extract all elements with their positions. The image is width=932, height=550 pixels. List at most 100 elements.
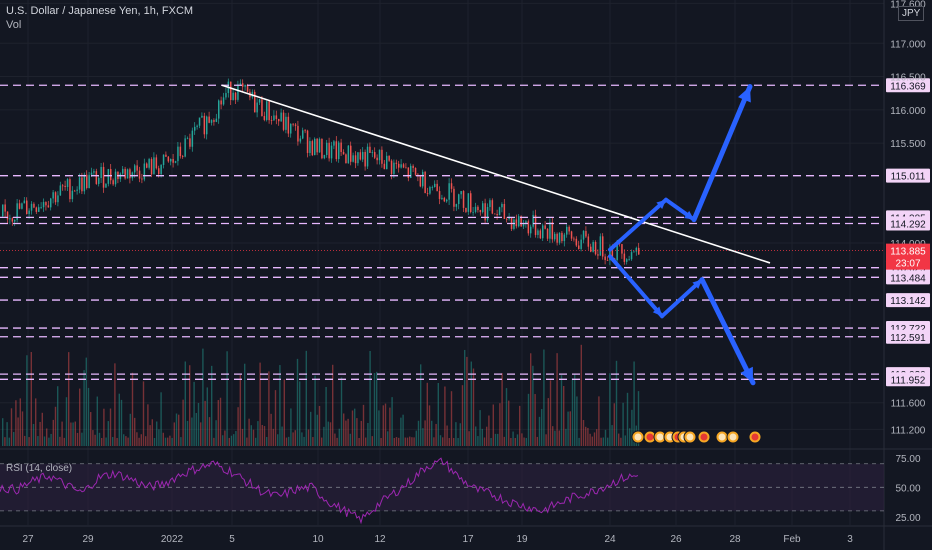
volume-bar [431, 420, 433, 446]
volume-bar [129, 413, 131, 446]
volume-bar [358, 438, 360, 446]
volume-bar [327, 421, 329, 446]
volume-bar [629, 428, 631, 446]
volume-bar [585, 426, 587, 446]
candle-body [258, 99, 261, 103]
event-icon-core [656, 433, 664, 441]
candle-body [506, 218, 508, 220]
volume-bar [587, 427, 589, 446]
symbol-title: U.S. Dollar / Japanese Yen, 1h, FXCM [6, 5, 194, 17]
volume-bar [35, 398, 37, 446]
date-tick-label: 27 [22, 534, 34, 545]
volume-bar [171, 437, 173, 446]
candle-body [357, 152, 359, 164]
currency-badge[interactable]: JPY [898, 6, 925, 21]
volume-bar [281, 426, 283, 446]
candle-body [230, 81, 232, 101]
candle-body [530, 226, 532, 234]
candle-body [186, 138, 189, 140]
candle-body [290, 123, 292, 134]
bullish-projection-arrow-head [656, 199, 666, 209]
candle-body [527, 221, 530, 234]
volume-bar [450, 391, 453, 446]
volume-bar [486, 426, 488, 446]
candle-body [287, 116, 290, 134]
candle-body [419, 176, 422, 187]
volume-bar [519, 405, 521, 446]
volume-bar [488, 415, 490, 446]
candle-body [143, 163, 146, 180]
volume-bar [530, 353, 532, 446]
candle-body [590, 246, 592, 252]
candle-body [297, 125, 299, 142]
candle-body [443, 197, 446, 202]
candle-body [64, 185, 66, 188]
candle-body [184, 138, 186, 157]
bearish-projection-arrow-head [652, 306, 662, 317]
volume-bar [378, 410, 380, 446]
candle-body [556, 233, 558, 243]
volume-bar [365, 437, 367, 446]
candle-body [580, 239, 582, 249]
candle-body [107, 169, 110, 184]
volume-bar [578, 437, 580, 446]
volume-bar [351, 410, 354, 446]
volume-bar [173, 422, 175, 446]
volume-bar [96, 396, 98, 446]
candle-body [362, 151, 364, 160]
volume-bar [123, 434, 125, 446]
candle-body [378, 149, 381, 161]
price-tick-label: 116.000 [890, 106, 926, 117]
candle-body [100, 166, 102, 179]
level-tag [886, 168, 930, 183]
candle-body [450, 183, 453, 189]
volume-bar [268, 371, 270, 446]
candle-body [323, 155, 326, 159]
candle-body [254, 91, 256, 113]
volume-bar [19, 398, 21, 446]
volume-bar [120, 399, 123, 446]
volume-bar [279, 365, 281, 446]
date-tick-label: 26 [670, 534, 682, 545]
date-tick-label: 10 [312, 534, 324, 545]
candle-body [105, 183, 107, 188]
volume-bar [17, 417, 19, 446]
volume-bar [24, 435, 26, 446]
candle-body [395, 162, 398, 164]
candle-body [563, 234, 566, 242]
volume-bar [631, 409, 633, 446]
level-tag [886, 78, 930, 93]
bearish-projection-arrow-head [692, 279, 702, 289]
candle-body [381, 149, 383, 164]
candle-body [122, 168, 124, 174]
volume-bar [356, 418, 358, 446]
candle-body [575, 238, 578, 246]
volume-bar [156, 421, 158, 446]
candle-body [496, 213, 498, 216]
candle-body [234, 92, 237, 100]
candle-body [155, 157, 158, 169]
candle-body [465, 207, 467, 212]
volume-bar [552, 426, 554, 446]
volume-bar [189, 365, 191, 446]
volume-bar [334, 433, 336, 446]
candle-body [498, 207, 501, 216]
volume-bar [138, 437, 140, 446]
date-tick-label: 17 [462, 534, 474, 545]
candle-body [460, 191, 462, 195]
candle-body [278, 118, 280, 122]
volume-bar [602, 437, 604, 446]
volume-bar [211, 365, 213, 446]
candle-body [398, 163, 400, 168]
candle-body [62, 185, 64, 187]
candle-body [95, 171, 98, 184]
candle-body [472, 211, 474, 213]
volume-bar [116, 437, 118, 446]
volume-bar [208, 417, 211, 446]
volume-bar [534, 394, 536, 446]
volume-bar [521, 433, 523, 446]
volume-bar [142, 381, 145, 446]
candle-body [611, 247, 614, 259]
volume-bar [442, 437, 444, 446]
